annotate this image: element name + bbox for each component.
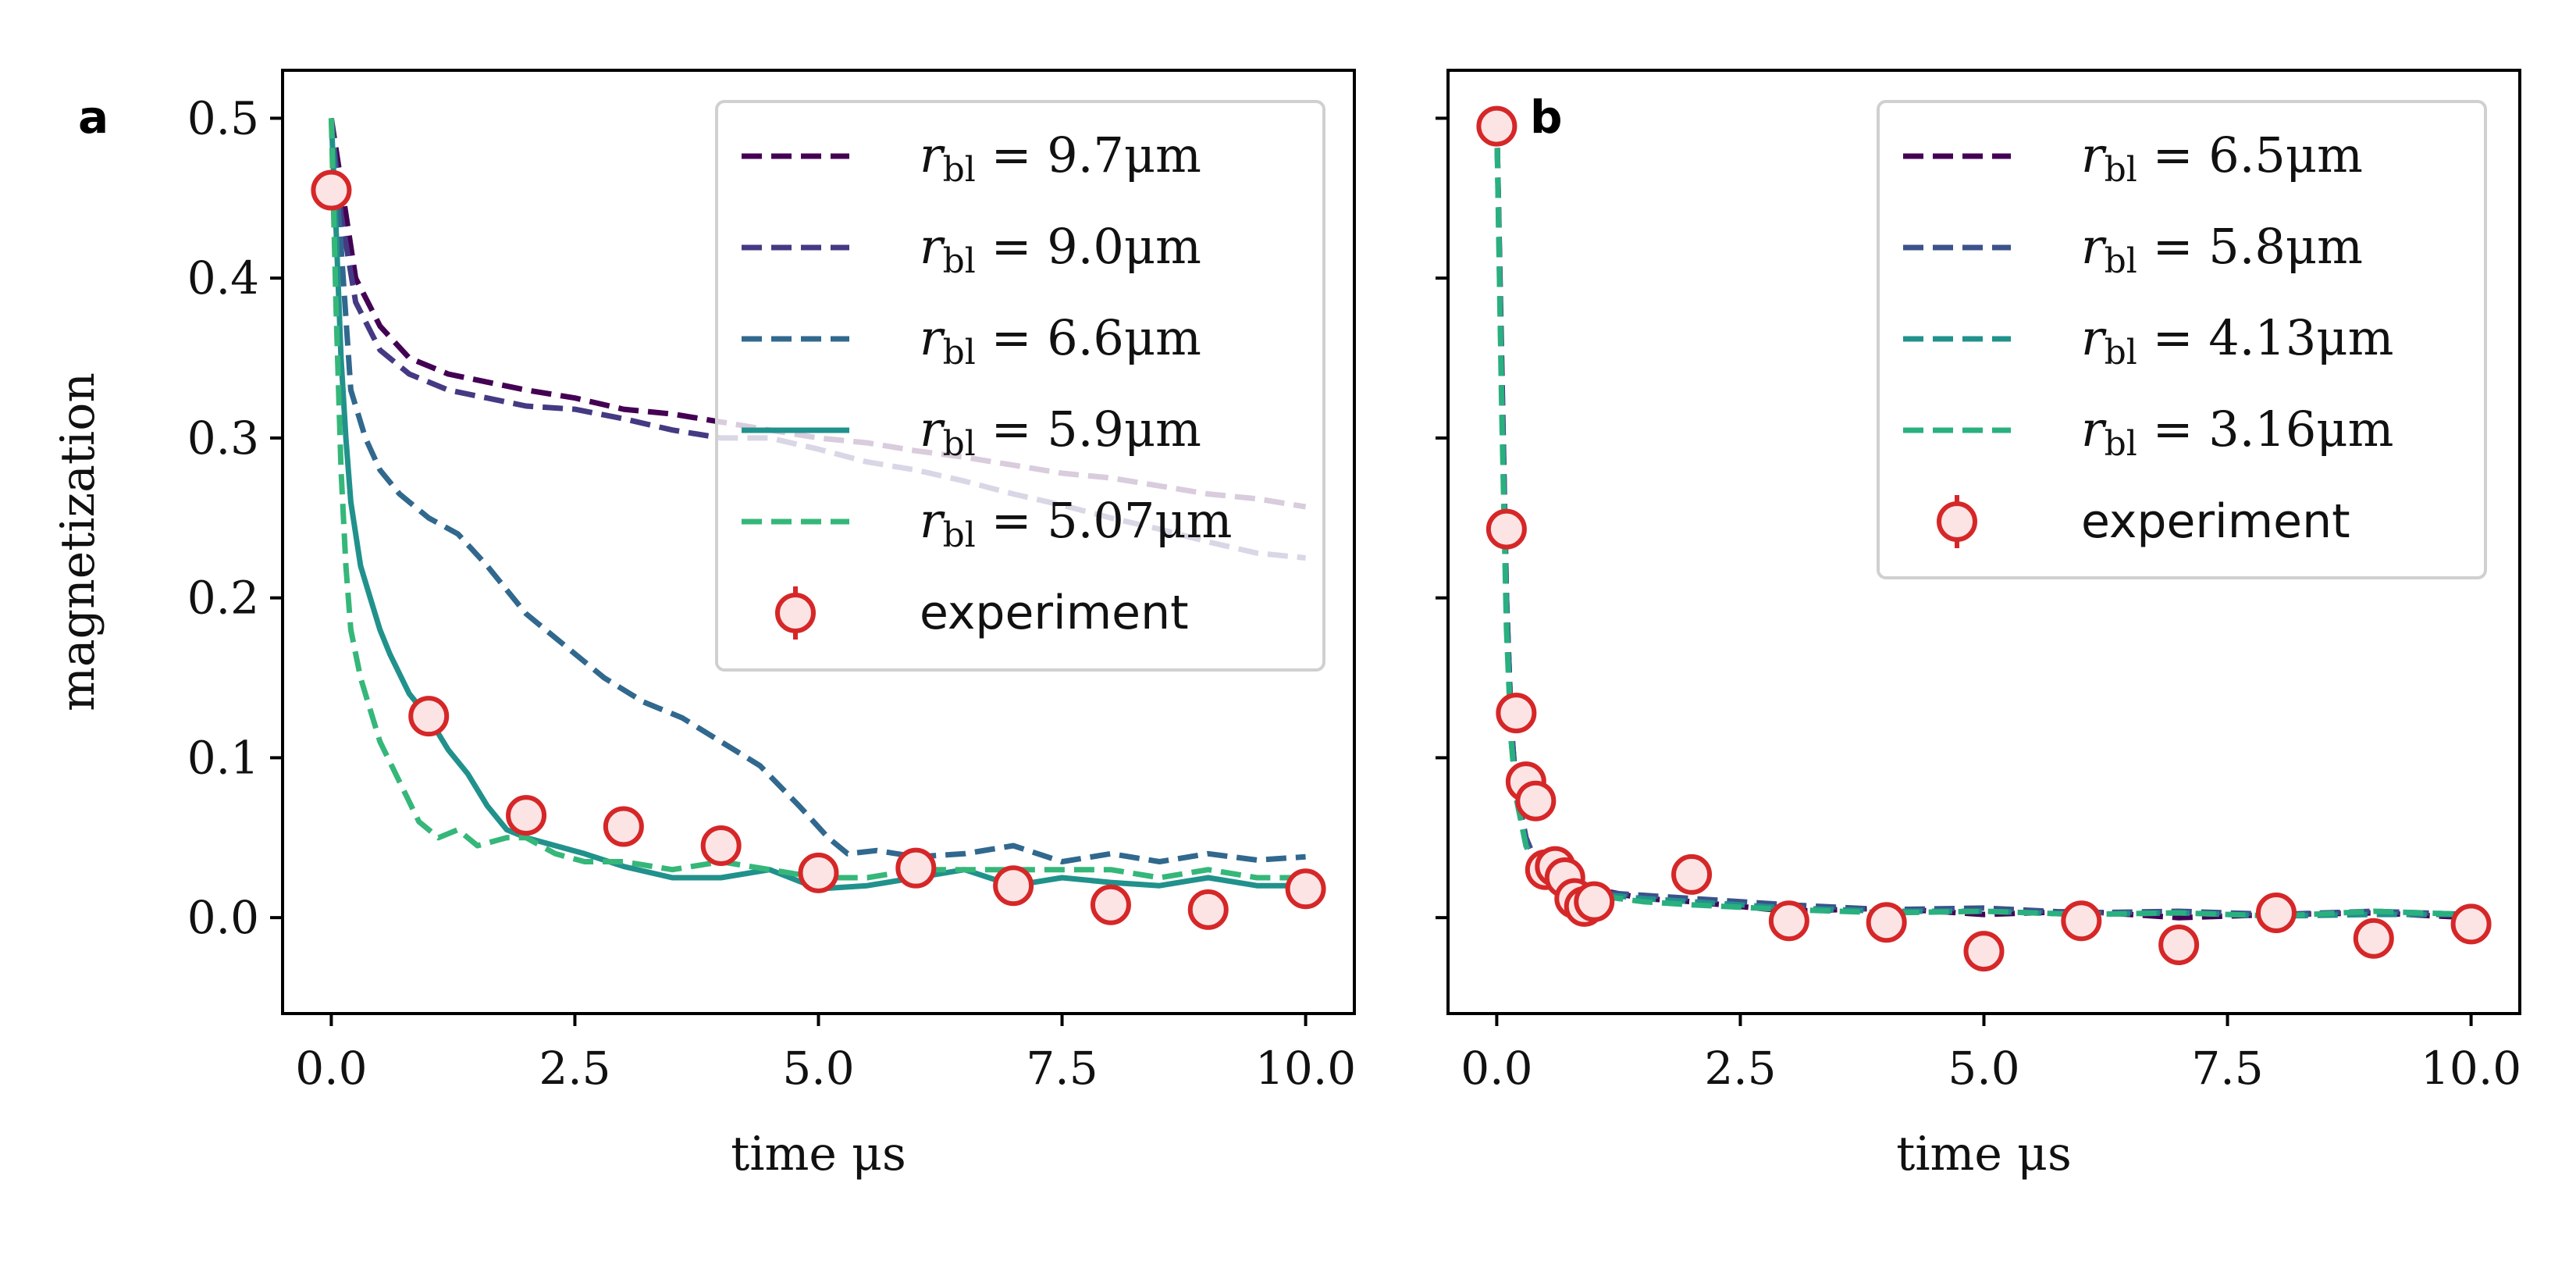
legend-marker: [1937, 501, 1977, 542]
legend-box: [715, 100, 1325, 672]
legend-label: rbl = 6.5μm: [2081, 126, 2363, 190]
legend-label: rbl = 5.9μm: [920, 401, 1201, 464]
legend-box: [1877, 100, 2487, 579]
experiment-point: [408, 696, 450, 737]
experiment-point: [1574, 881, 1615, 922]
x-tick-label: 5.0: [782, 1042, 854, 1095]
legend-label: experiment: [920, 586, 1189, 640]
legend-label: rbl = 3.16μm: [2081, 401, 2393, 464]
experiment-point: [2255, 893, 2297, 934]
legend-label: rbl = 4.13μm: [2081, 309, 2393, 372]
experiment-point: [1866, 902, 1907, 943]
panel-label: a: [78, 91, 109, 144]
experiment-point: [506, 795, 547, 836]
legend-marker: [775, 593, 816, 633]
y-tick-label: 0.1: [187, 731, 259, 784]
experiment-point: [1963, 931, 2005, 972]
experiment-point: [1496, 693, 1537, 734]
experiment-point: [311, 169, 352, 211]
panel-label: b: [1530, 91, 1563, 144]
y-tick-label: 0.0: [187, 891, 259, 944]
x-tick-label: 7.5: [2191, 1042, 2263, 1095]
experiment-point: [1515, 780, 1557, 821]
x-tick-label: 0.0: [1461, 1042, 1532, 1095]
experiment-point: [1485, 508, 1527, 550]
x-tick-label: 10.0: [2421, 1042, 2521, 1095]
series-line-4: [1493, 118, 2471, 919]
x-axis-label: time μs: [731, 1127, 906, 1181]
y-tick-label: 0.3: [187, 412, 259, 465]
x-tick-label: 10.0: [1255, 1042, 1356, 1095]
legend-label: rbl = 9.0μm: [920, 218, 1201, 281]
x-tick-label: 2.5: [539, 1042, 610, 1095]
plot-area: [1476, 105, 2492, 972]
panel-a: 0.0 2.5 5.0 7.5 10.0 0.0 0.1 0.2 0.3 0.4 0.5 time μ…: [51, 69, 1356, 1181]
legend-label: rbl = 5.07μm: [920, 492, 1232, 555]
y-tick-label: 0.5: [187, 91, 259, 144]
legend-label: rbl = 9.7μm: [920, 126, 1201, 190]
experiment-point: [798, 852, 839, 893]
x-tick-label: 0.0: [295, 1042, 367, 1095]
series-line-3: [328, 118, 1306, 864]
experiment-point: [1285, 868, 1326, 910]
y-axis-label: magnetization: [51, 372, 105, 711]
plot-area: [311, 117, 1326, 930]
experiment-point: [2450, 903, 2492, 945]
x-tick-label: 2.5: [1704, 1042, 1776, 1095]
series-line-5: [328, 118, 1306, 881]
y-tick-label: 0.2: [187, 572, 259, 625]
legend: rbl = 6.5μm rbl = 5.8μm rbl = 4.13μm rbl = …: [1877, 100, 2487, 579]
experiment-point: [700, 825, 742, 867]
experiment-point: [1090, 884, 1131, 925]
x-axis-label: time μs: [1896, 1127, 2072, 1181]
experiment-point: [1476, 105, 1517, 147]
y-tick-label: 0.4: [187, 251, 259, 305]
experiment-point: [895, 847, 937, 889]
experiment-point: [2353, 918, 2394, 959]
experiment-point: [2158, 924, 2200, 965]
legend-label: rbl = 6.6μm: [920, 309, 1201, 372]
legend: rbl = 9.7μm rbl = 9.0μm rbl = 6.6μm rbl = 5…: [715, 100, 1325, 672]
experiment-point: [603, 806, 644, 847]
series-line-4: [328, 118, 1306, 892]
experiment-point: [2061, 900, 2102, 942]
legend-label: rbl = 5.8μm: [2081, 218, 2363, 281]
series-line-2: [328, 118, 1306, 561]
legend-label: experiment: [2081, 494, 2350, 549]
experiment-point: [1671, 853, 1713, 895]
experiment-point: [1187, 889, 1229, 930]
experiment-point: [993, 865, 1034, 907]
experiment-point: [1768, 900, 1809, 942]
x-tick-label: 5.0: [1948, 1042, 2019, 1095]
x-tick-label: 7.5: [1026, 1042, 1098, 1095]
